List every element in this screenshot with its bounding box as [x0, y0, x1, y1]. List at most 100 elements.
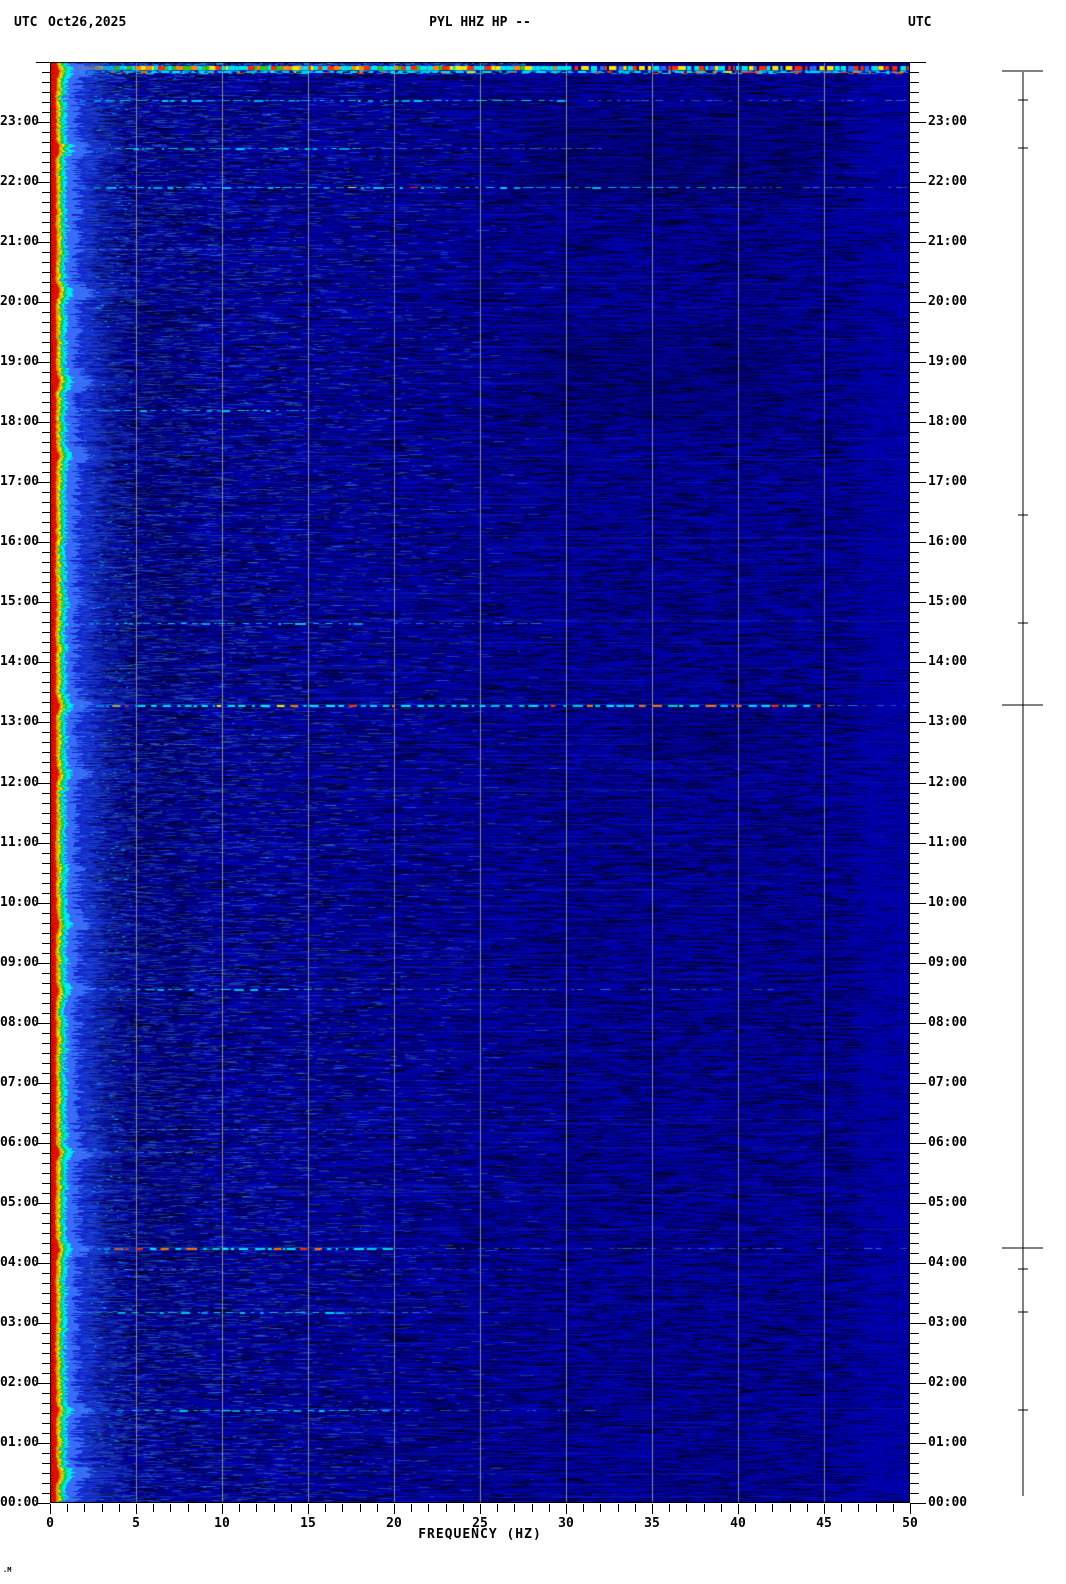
axis-tick [42, 192, 50, 193]
axis-tick [910, 92, 919, 93]
axis-tick [42, 762, 50, 763]
axis-tick [910, 1163, 919, 1164]
axis-tick [910, 692, 919, 693]
axis-tick [42, 632, 50, 633]
axis-tick [910, 1503, 926, 1504]
axis-tick [42, 1223, 50, 1224]
axis-tick [910, 172, 919, 173]
axis-tick [910, 232, 919, 233]
axis-tick [910, 913, 919, 914]
axis-tick [42, 372, 50, 373]
axis-tick [910, 1073, 919, 1074]
y-axis-label-right: 01:00 [928, 1435, 968, 1450]
axis-tick [910, 1433, 919, 1434]
plot-title: PYL HHZ HP -- [429, 15, 531, 30]
axis-tick [119, 1504, 120, 1512]
axis-tick [910, 1083, 926, 1084]
axis-tick [42, 1213, 50, 1214]
axis-tick [42, 202, 50, 203]
axis-tick [910, 522, 919, 523]
axis-tick [42, 913, 50, 914]
axis-tick [618, 1504, 619, 1512]
axis-tick [42, 172, 50, 173]
y-axis-label-left: 06:00 [0, 1135, 40, 1150]
y-axis-label-right: 04:00 [928, 1255, 968, 1270]
axis-tick [910, 742, 919, 743]
axis-tick [910, 1463, 919, 1464]
axis-tick [42, 742, 50, 743]
axis-tick [910, 1043, 919, 1044]
axis-tick [497, 1504, 498, 1512]
axis-tick [36, 1023, 50, 1024]
axis-tick [910, 973, 919, 974]
axis-tick [42, 312, 50, 313]
axis-tick [42, 1123, 50, 1124]
x-axis-label: 15 [300, 1516, 316, 1531]
axis-tick [910, 342, 919, 343]
axis-tick [42, 452, 50, 453]
y-axis-label-right: 09:00 [928, 955, 968, 970]
axis-tick [910, 1343, 919, 1344]
axis-tick [36, 122, 50, 123]
axis-tick [36, 182, 50, 183]
axis-tick [42, 1133, 50, 1134]
y-axis-label-left: 04:00 [0, 1255, 40, 1270]
axis-tick [36, 1263, 50, 1264]
axis-tick [42, 1413, 50, 1414]
axis-tick [42, 232, 50, 233]
y-axis-label-right: 06:00 [928, 1135, 968, 1150]
y-axis-label-left: 07:00 [0, 1075, 40, 1090]
axis-tick [42, 502, 50, 503]
axis-tick [910, 642, 919, 643]
axis-tick [910, 182, 926, 183]
y-axis-label-left: 23:00 [0, 114, 40, 129]
axis-tick [910, 262, 919, 263]
axis-tick [721, 1504, 722, 1512]
axis-tick [910, 432, 919, 433]
axis-tick [910, 1153, 919, 1154]
axis-tick [910, 572, 919, 573]
axis-tick [910, 112, 919, 113]
axis-tick [910, 272, 919, 273]
axis-tick [910, 803, 919, 804]
axis-tick [910, 482, 926, 483]
axis-tick [910, 1393, 919, 1394]
y-axis-label-right: 21:00 [928, 234, 968, 249]
axis-tick [893, 1504, 894, 1512]
y-axis-label-right: 20:00 [928, 294, 968, 309]
axis-tick [36, 722, 50, 723]
axis-tick [42, 813, 50, 814]
axis-tick [910, 362, 926, 363]
axis-tick [910, 1133, 919, 1134]
axis-tick [36, 903, 50, 904]
axis-tick [42, 1013, 50, 1014]
axis-tick [772, 1504, 773, 1512]
axis-tick [910, 1293, 919, 1294]
axis-tick [42, 1343, 50, 1344]
axis-tick [910, 1363, 919, 1364]
y-axis-label-left: 17:00 [0, 474, 40, 489]
axis-tick [910, 1003, 919, 1004]
y-axis-label-left: 11:00 [0, 835, 40, 850]
axis-tick [42, 1453, 50, 1454]
axis-tick [308, 1504, 309, 1514]
axis-tick [42, 823, 50, 824]
axis-tick [42, 332, 50, 333]
axis-tick [910, 652, 919, 653]
x-axis-title: FREQUENCY (HZ) [418, 1527, 542, 1542]
axis-tick [42, 1073, 50, 1074]
axis-tick [910, 953, 919, 954]
axis-tick [910, 893, 919, 894]
axis-tick [910, 1483, 919, 1484]
y-axis-label-left: 13:00 [0, 714, 40, 729]
axis-tick [42, 863, 50, 864]
axis-tick [36, 783, 50, 784]
x-axis-label: 10 [214, 1516, 230, 1531]
axis-tick [910, 282, 919, 283]
axis-tick [42, 152, 50, 153]
y-axis-label-left: 05:00 [0, 1195, 40, 1210]
y-axis-label-left: 09:00 [0, 955, 40, 970]
axis-tick [42, 262, 50, 263]
axis-tick [669, 1504, 670, 1512]
axis-tick [910, 292, 919, 293]
